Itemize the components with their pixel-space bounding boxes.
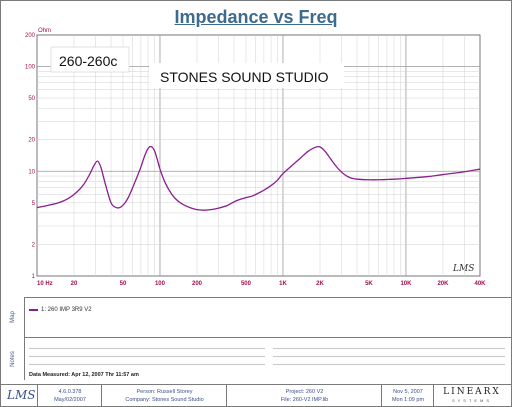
- annotation-model-box: 260-260c: [50, 46, 130, 73]
- note-line[interactable]: [273, 356, 505, 357]
- note-line[interactable]: [29, 356, 265, 357]
- version-cell: 4.6.0.378 May/02/2007: [37, 385, 102, 407]
- x-tick-label: 200: [192, 281, 203, 287]
- x-tick-label: 500: [241, 281, 252, 287]
- x-tick-label: 10 Hz: [37, 281, 53, 287]
- notes-tab-label: Notes: [10, 350, 16, 367]
- file-name: File: 260-V2 IMP.lib: [280, 397, 329, 403]
- version-number: 4.6.0.378: [58, 389, 82, 395]
- x-tick-label: 5K: [365, 281, 373, 287]
- y-tick-label: 200: [25, 33, 36, 39]
- linearx-logo: LINEARX: [443, 387, 501, 397]
- series-line-impedance: [36, 145, 481, 211]
- project-cell: Project: 260 V2 File: 260-V2 IMP.lib: [226, 385, 382, 407]
- note-line[interactable]: [273, 364, 505, 365]
- map-tab[interactable]: Map: [1, 297, 25, 337]
- x-tick-label: 40K: [474, 281, 486, 287]
- note-line[interactable]: [273, 348, 505, 349]
- brand-cell: [433, 385, 512, 407]
- data-measured-text: Data Measured: Apr 12, 2007 Thr 11:57 am: [29, 372, 139, 378]
- annotation-model: 260-260c: [59, 53, 117, 69]
- notes-tab[interactable]: Notes: [1, 337, 25, 380]
- x-tick-label: 1K: [279, 281, 287, 287]
- legend-entry: 1: 260 IMP 3R9 V2: [41, 307, 92, 313]
- date-cell: Nov 5, 2007 Mon 1:09 pm: [381, 385, 434, 407]
- lms-watermark: LMS: [452, 264, 474, 274]
- person-cell: Person: Russell Storey Company: Stones S…: [101, 385, 227, 407]
- y-tick-label: 2: [32, 242, 36, 248]
- y-tick-label: 1: [32, 274, 36, 280]
- version-date: May/02/2007: [54, 397, 86, 403]
- x-tick-label: 20: [71, 281, 78, 287]
- x-tick-label: 20K: [437, 281, 449, 287]
- x-tick-label: 100: [155, 281, 166, 287]
- lms-logo: LMS: [7, 388, 36, 402]
- panel-divider: [1, 297, 511, 298]
- y-tick-label: 20: [28, 138, 35, 144]
- y-tick-label: 10: [28, 169, 35, 175]
- y-tick-label: 50: [28, 96, 35, 102]
- time-text: Mon 1:09 pm: [391, 397, 425, 403]
- chart-title: Impedance vs Freq: [174, 7, 338, 27]
- impedance-chart: 1 2 5 10 20 50 100 200 10 Hz 20 50 100 200 500 1K 2K 5K…: [25, 28, 486, 287]
- y-tick-label: 100: [25, 65, 36, 71]
- y-unit-label: Ohm: [38, 28, 51, 34]
- x-tick-label: 10K: [400, 281, 412, 287]
- map-tab-label: Map: [10, 311, 16, 323]
- company-name: Company: Stones Sound Studio: [125, 397, 204, 403]
- annotation-studio: STONES SOUND STUDIO: [160, 69, 329, 85]
- x-tick-label: 2K: [316, 281, 324, 287]
- linearx-subtitle: SYSTEMS: [451, 398, 493, 403]
- panel-divider: [1, 337, 511, 338]
- project-name: Project: 260 V2: [285, 389, 324, 395]
- person-name: Person: Russell Storey: [136, 389, 193, 395]
- annotation-studio-box: STONES SOUND STUDIO: [149, 63, 344, 88]
- note-line[interactable]: [29, 348, 265, 349]
- x-tick-labels: 10 Hz 20 50 100 200 500 1K 2K 5K 10K 20K 40K: [37, 281, 486, 287]
- date-text: Nov 5, 2007: [393, 389, 423, 395]
- footer-bar: LMS 4.6.0.378 May/02/2007 Person: Russel…: [1, 384, 511, 407]
- note-line[interactable]: [29, 364, 265, 365]
- lower-panel: Map 1: 260 IMP 3R9 V2 Notes Data Measure…: [1, 297, 511, 406]
- legend-swatch: [29, 309, 38, 311]
- y-tick-labels: 1 2 5 10 20 50 100 200: [25, 33, 36, 280]
- y-tick-label: 5: [32, 201, 36, 207]
- x-tick-label: 50: [120, 281, 127, 287]
- legend: 1: 260 IMP 3R9 V2: [29, 307, 92, 313]
